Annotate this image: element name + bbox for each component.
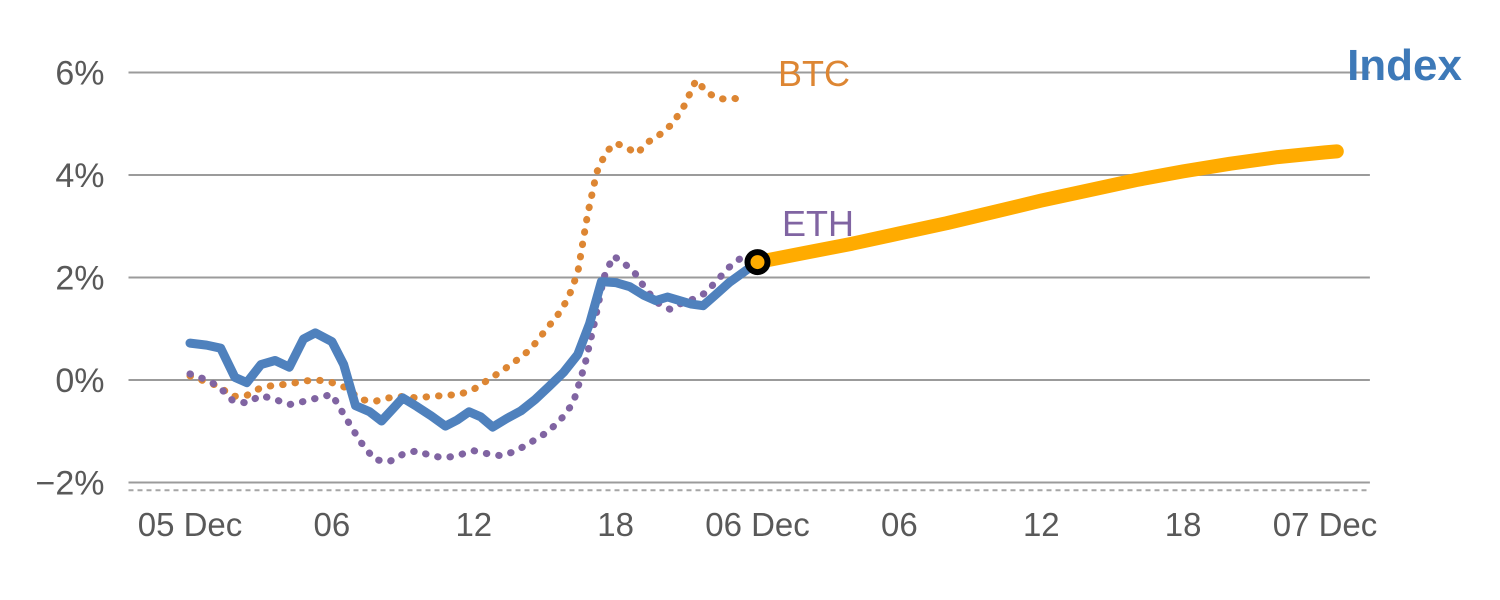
y-tick-label: 0% <box>55 362 104 400</box>
series-label-eth: ETH <box>782 203 854 244</box>
series-line-index-forecast <box>750 144 1344 270</box>
x-tick-label: 06 <box>314 506 351 543</box>
x-tick-label: 05 Dec <box>138 506 243 543</box>
y-tick-label: −2% <box>36 465 105 503</box>
x-tick-label: 12 <box>455 506 492 543</box>
x-tick-label: 07 Dec <box>1273 506 1378 543</box>
series-line-btc <box>186 76 750 405</box>
series-label-index: Index <box>1347 41 1462 90</box>
series-label-btc: BTC <box>778 53 850 94</box>
current-point-marker <box>744 249 771 276</box>
y-tick-label: 6% <box>55 55 104 93</box>
x-tick-label: 18 <box>597 506 634 543</box>
x-tick-label: 06 <box>881 506 918 543</box>
y-tick-label: 4% <box>55 157 104 195</box>
x-tick-label: 18 <box>1165 506 1202 543</box>
y-tick-label: 2% <box>55 260 104 298</box>
x-tick-label: 12 <box>1023 506 1060 543</box>
x-tick-label: 06 Dec <box>705 506 810 543</box>
series-line-index <box>185 257 762 432</box>
series-line-eth <box>186 252 752 466</box>
